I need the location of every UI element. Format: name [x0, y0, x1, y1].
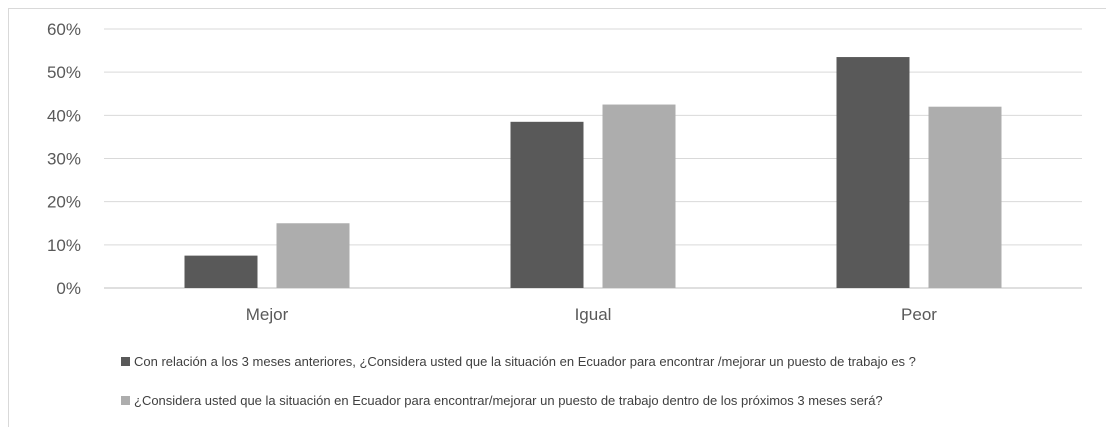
x-category-label: Peor	[901, 305, 937, 324]
legend-label-series-2: ¿Considera usted que la situación en Ecu…	[134, 393, 883, 408]
gridlines	[104, 28, 1082, 289]
y-tick-label: 30%	[47, 150, 81, 169]
y-tick-label: 50%	[47, 63, 81, 82]
bar-series-1-igual	[510, 121, 584, 288]
y-tick-label: 40%	[47, 106, 81, 125]
bar-series-1-peor	[836, 57, 910, 288]
chart-frame	[8, 8, 1106, 427]
bar-series-2-peor	[928, 106, 1002, 288]
bars	[184, 57, 1002, 289]
x-category-label: Igual	[575, 305, 612, 324]
legend-label-series-1: Con relación a los 3 meses anteriores, ¿…	[134, 354, 916, 369]
y-tick-label: 20%	[47, 193, 81, 212]
bar-series-2-igual	[602, 104, 676, 289]
y-axis-ticks: 0% 10% 20% 30% 40% 50% 60%	[47, 20, 81, 298]
y-tick-label: 10%	[47, 236, 81, 255]
bar-series-1-mejor	[184, 255, 258, 288]
y-tick-label: 0%	[56, 279, 81, 298]
bar-series-2-mejor	[276, 223, 350, 288]
y-tick-label: 60%	[47, 20, 81, 39]
x-category-label: Mejor	[246, 305, 289, 324]
x-axis-categories: Mejor Igual Peor	[246, 305, 938, 324]
legend-swatch-series-1	[121, 357, 130, 366]
legend-item-series-2: ¿Considera usted que la situación en Ecu…	[121, 393, 883, 408]
legend-item-series-1: Con relación a los 3 meses anteriores, ¿…	[121, 354, 916, 369]
legend-swatch-series-2	[121, 396, 130, 405]
